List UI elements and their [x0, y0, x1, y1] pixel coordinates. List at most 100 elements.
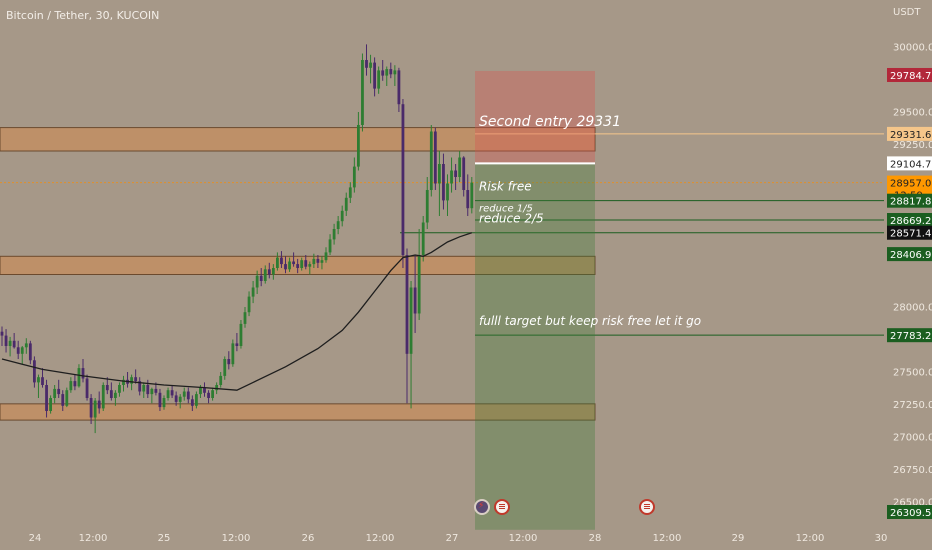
candle: [235, 343, 239, 346]
candle: [182, 391, 186, 397]
candle: [413, 287, 417, 314]
x-tick-label: 26: [302, 533, 315, 544]
price-tag: [887, 247, 932, 262]
candle: [207, 392, 210, 398]
candle: [332, 229, 336, 240]
candle: [450, 170, 453, 184]
candle: [263, 269, 267, 281]
candle: [199, 387, 202, 395]
candle: [276, 257, 279, 268]
candle: [85, 378, 89, 398]
support-resistance-zone[interactable]: [0, 403, 596, 421]
candle: [401, 104, 405, 255]
price-tag: [887, 213, 932, 228]
us-flag-event-icon[interactable]: [494, 499, 510, 515]
candle: [162, 398, 166, 408]
candle: [81, 368, 85, 379]
flash-event-icon[interactable]: [474, 499, 490, 515]
candle: [211, 390, 214, 398]
y-tick-label: 27500.0: [893, 368, 932, 379]
support-resistance-zone[interactable]: [0, 127, 596, 152]
price-tag: [887, 67, 932, 82]
price-tag-label: 29331.6: [890, 130, 931, 141]
candle: [442, 164, 445, 201]
candle: [186, 391, 190, 400]
candle: [466, 190, 470, 209]
x-tick-label: 29: [732, 533, 745, 544]
price-tag-label: 26309.5: [890, 508, 931, 519]
candle: [138, 381, 142, 392]
annotation-label[interactable]: Second entry 29331: [479, 114, 621, 130]
annotation-label[interactable]: reduce 2/5: [479, 212, 544, 226]
y-tick-label: 26500.0: [893, 498, 932, 509]
candle: [53, 388, 57, 398]
candle: [267, 269, 271, 275]
candle: [174, 395, 178, 402]
candle: [397, 70, 401, 105]
price-tag-label: 28571.4: [890, 229, 931, 240]
candle: [142, 385, 146, 392]
candle: [231, 343, 235, 365]
candle: [255, 275, 259, 288]
candle: [365, 60, 368, 68]
candle: [385, 69, 389, 76]
candle: [357, 125, 360, 167]
candle: [389, 69, 393, 75]
x-tick-label: 27: [446, 533, 459, 544]
candle: [377, 70, 381, 89]
candle: [33, 360, 36, 383]
candle: [348, 187, 352, 198]
candle: [429, 131, 433, 190]
candle: [433, 131, 437, 184]
candle: [369, 62, 372, 68]
candle: [41, 377, 44, 385]
annotation-label[interactable]: Risk free: [479, 180, 532, 194]
x-tick-label: 12:00: [796, 533, 825, 544]
price-tag-label: 28406.9: [890, 250, 931, 261]
price-tag-label: 29104.7: [890, 159, 931, 170]
candle: [4, 335, 8, 346]
y-tick-label: 27000.0: [893, 433, 932, 444]
candle: [16, 347, 20, 354]
candle: [425, 190, 429, 223]
candle: [405, 255, 409, 354]
candle: [328, 239, 332, 253]
candle: [154, 388, 158, 393]
x-tick-label: 24: [29, 533, 42, 544]
x-tick-label: 12:00: [509, 533, 538, 544]
candle: [150, 388, 154, 395]
candle: [462, 157, 466, 190]
candle: [77, 368, 81, 387]
price-tag: [887, 156, 932, 171]
symbol-title: Bitcoin / Tether, 30, KUCOIN: [6, 9, 160, 22]
take-profit-zone[interactable]: [475, 163, 595, 530]
candle: [93, 400, 97, 418]
candle: [105, 385, 109, 391]
candle: [219, 375, 223, 385]
candle: [393, 70, 397, 75]
candle: [109, 390, 113, 398]
candle: [373, 62, 376, 89]
candle: [69, 381, 73, 391]
stop-loss-zone[interactable]: [475, 70, 595, 164]
candle: [300, 260, 304, 268]
price-tag: [887, 193, 932, 208]
candle: [458, 157, 462, 177]
price-tag-label: 29784.7: [890, 71, 931, 82]
candle: [215, 385, 219, 391]
price-tag: [887, 505, 932, 519]
candle: [324, 252, 328, 261]
candle: [97, 400, 101, 409]
candle: [312, 258, 316, 265]
candle: [101, 385, 105, 409]
candle: [146, 385, 150, 395]
us-flag-event-icon[interactable]: [639, 499, 655, 515]
annotation-label[interactable]: fulll target but keep risk free let it g…: [479, 314, 701, 328]
price-tag-label: 27783.2: [890, 331, 931, 342]
candle: [409, 287, 413, 354]
candle: [227, 359, 231, 365]
annotation-label[interactable]: reduce 1/5: [479, 204, 533, 215]
candle: [12, 340, 16, 348]
candle: [251, 287, 255, 297]
